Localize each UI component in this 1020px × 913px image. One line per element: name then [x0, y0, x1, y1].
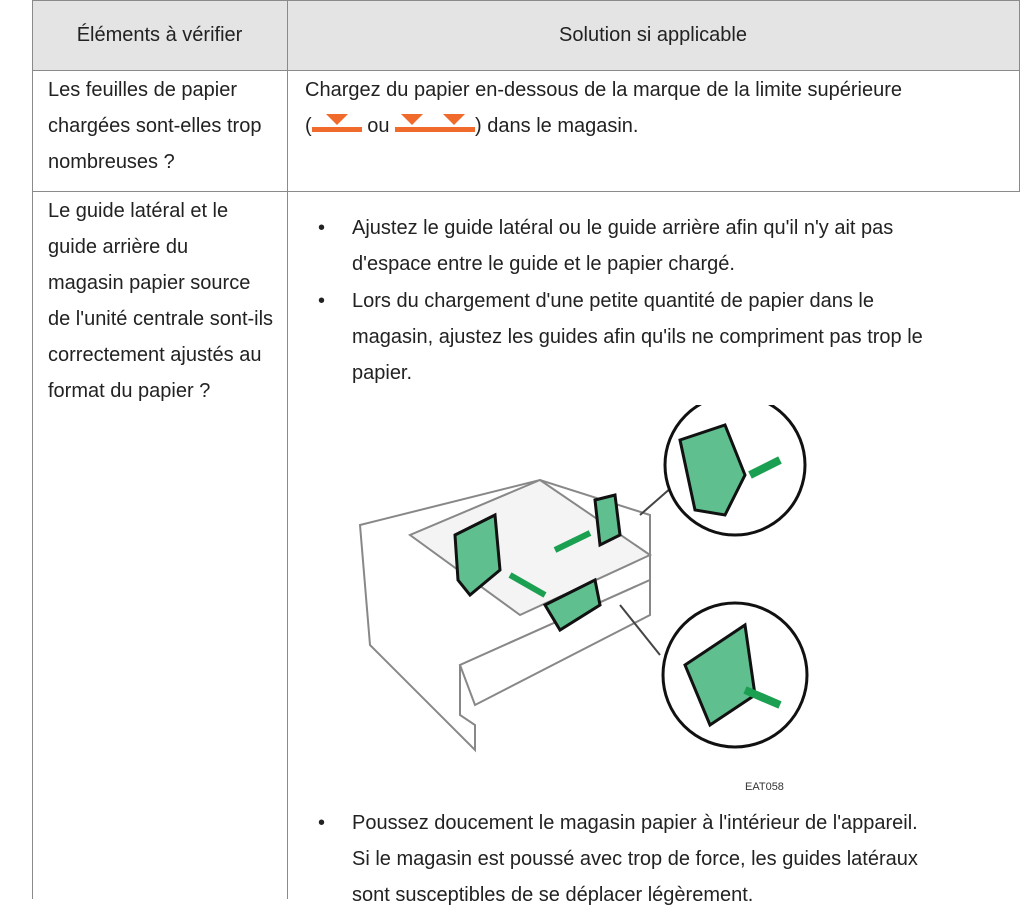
text: Chargez du papier en-dessous de la marqu… — [305, 79, 903, 101]
text-line: format du papier ? — [48, 380, 211, 402]
text-line: Les feuilles de papier — [48, 79, 238, 101]
text-line: chargées sont-elles trop — [48, 115, 262, 137]
text-line: papier. — [352, 362, 413, 384]
text-line: sont susceptibles de se déplacer légèrem… — [352, 884, 754, 906]
bullet-dot: • — [318, 290, 326, 312]
bullet-dot: • — [318, 217, 326, 239]
text: ( — [305, 115, 312, 137]
text-line: Si le magasin est poussé avec trop de fo… — [352, 848, 918, 870]
bullet-dot: • — [318, 812, 326, 834]
text: ) dans le magasin. — [475, 115, 639, 137]
check-cell: Le guide latéral et le guide arrière du ma… — [48, 193, 273, 409]
text-line: Lors du chargement d'une petite quantité… — [352, 290, 874, 312]
border — [32, 70, 1020, 71]
border — [32, 0, 1020, 1]
header-cell: Solution si applicable — [559, 24, 747, 46]
text-line: magasin, ajustez les guides afin qu'ils … — [352, 326, 923, 348]
solution-cell: Chargez du papier en-dessous de la marqu… — [305, 72, 902, 144]
border — [32, 191, 1020, 192]
bullet-text: Ajustez le guide latéral ou le guide arr… — [352, 210, 893, 282]
check-cell: Les feuilles de papier chargées sont-elle… — [48, 72, 261, 180]
text-line: magasin papier source — [48, 272, 251, 294]
text-line: de l'unité centrale sont-ils — [48, 308, 274, 330]
bullet-text: Lors du chargement d'une petite quantité… — [352, 283, 923, 391]
text-line: ( ou ) dans le magasin. — [305, 108, 902, 144]
text-line: correctement ajustés au — [48, 344, 262, 366]
text-line: guide arrière du — [48, 236, 189, 258]
header-cell: Éléments à vérifier — [76, 24, 243, 46]
text-line: nombreuses ? — [48, 151, 175, 173]
border — [32, 0, 33, 899]
text: ou — [367, 115, 390, 137]
limit-icon — [395, 114, 476, 132]
text-line: Le guide latéral et le — [48, 200, 229, 222]
header-row — [32, 0, 1020, 70]
text-line: Ajustez le guide latéral ou le guide arr… — [352, 217, 894, 239]
limit-icon — [311, 114, 362, 132]
border — [287, 0, 288, 899]
text-line: d'espace entre le guide et le papier cha… — [352, 253, 735, 275]
bullet-text: Poussez doucement le magasin papier à l'… — [352, 805, 918, 913]
illustration — [358, 405, 809, 753]
figure-code: EAT058 — [745, 781, 784, 793]
text-line: Poussez doucement le magasin papier à l'… — [352, 812, 918, 834]
